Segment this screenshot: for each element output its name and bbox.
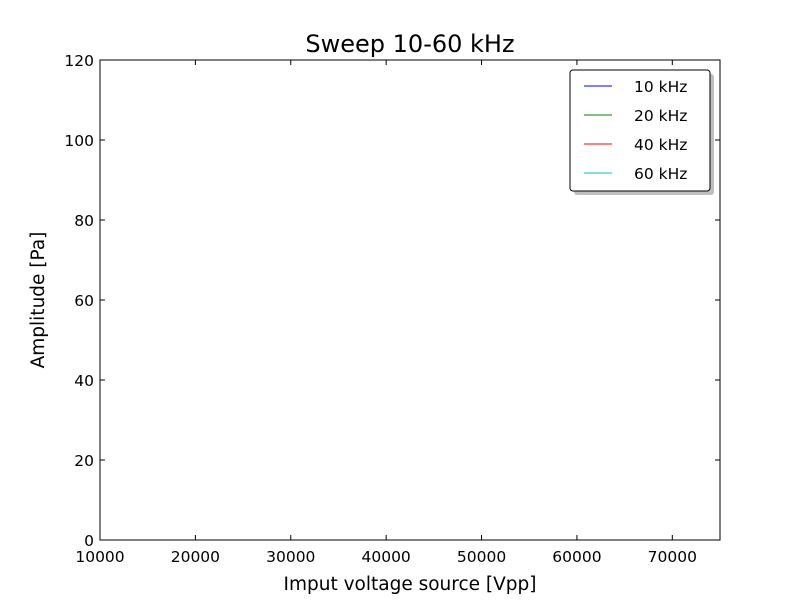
y-tick-label: 20 — [74, 452, 94, 470]
x-tick-label: 30000 — [266, 548, 315, 566]
y-axis-label: Amplitude [Pa] — [28, 232, 49, 369]
x-tick-label: 60000 — [552, 548, 601, 566]
y-tick-label: 40 — [74, 372, 94, 390]
legend-label: 40 kHz — [634, 136, 687, 154]
legend-label: 60 kHz — [634, 165, 687, 183]
chart-title: Sweep 10-60 kHz — [305, 30, 514, 58]
x-axis-label: Imput voltage source [Vpp] — [284, 574, 537, 595]
legend-label: 10 kHz — [634, 78, 687, 96]
legend-items: 10 kHz 20 kHz 40 kHz 60 kHz — [584, 78, 687, 183]
y-tick-label: 0 — [84, 532, 94, 550]
y-tick-label: 120 — [64, 52, 94, 70]
x-tick-label: 20000 — [171, 548, 220, 566]
x-tick-label: 50000 — [457, 548, 506, 566]
x-tick-label: 10000 — [75, 548, 124, 566]
legend-label: 20 kHz — [634, 107, 687, 125]
y-tick-label: 80 — [74, 212, 94, 230]
legend: 10 kHz 20 kHz 40 kHz 60 kHz — [569, 69, 714, 195]
x-tick-label: 70000 — [648, 548, 697, 566]
y-axis-ticks: 0 20 40 60 80 100 120 — [64, 52, 720, 550]
y-tick-label: 60 — [74, 292, 94, 310]
legend-box — [569, 69, 711, 192]
x-axis-ticks: 10000 20000 30000 40000 50000 60000 70000 — [75, 60, 697, 566]
y-tick-label: 100 — [64, 132, 94, 150]
x-tick-label: 40000 — [361, 548, 410, 566]
